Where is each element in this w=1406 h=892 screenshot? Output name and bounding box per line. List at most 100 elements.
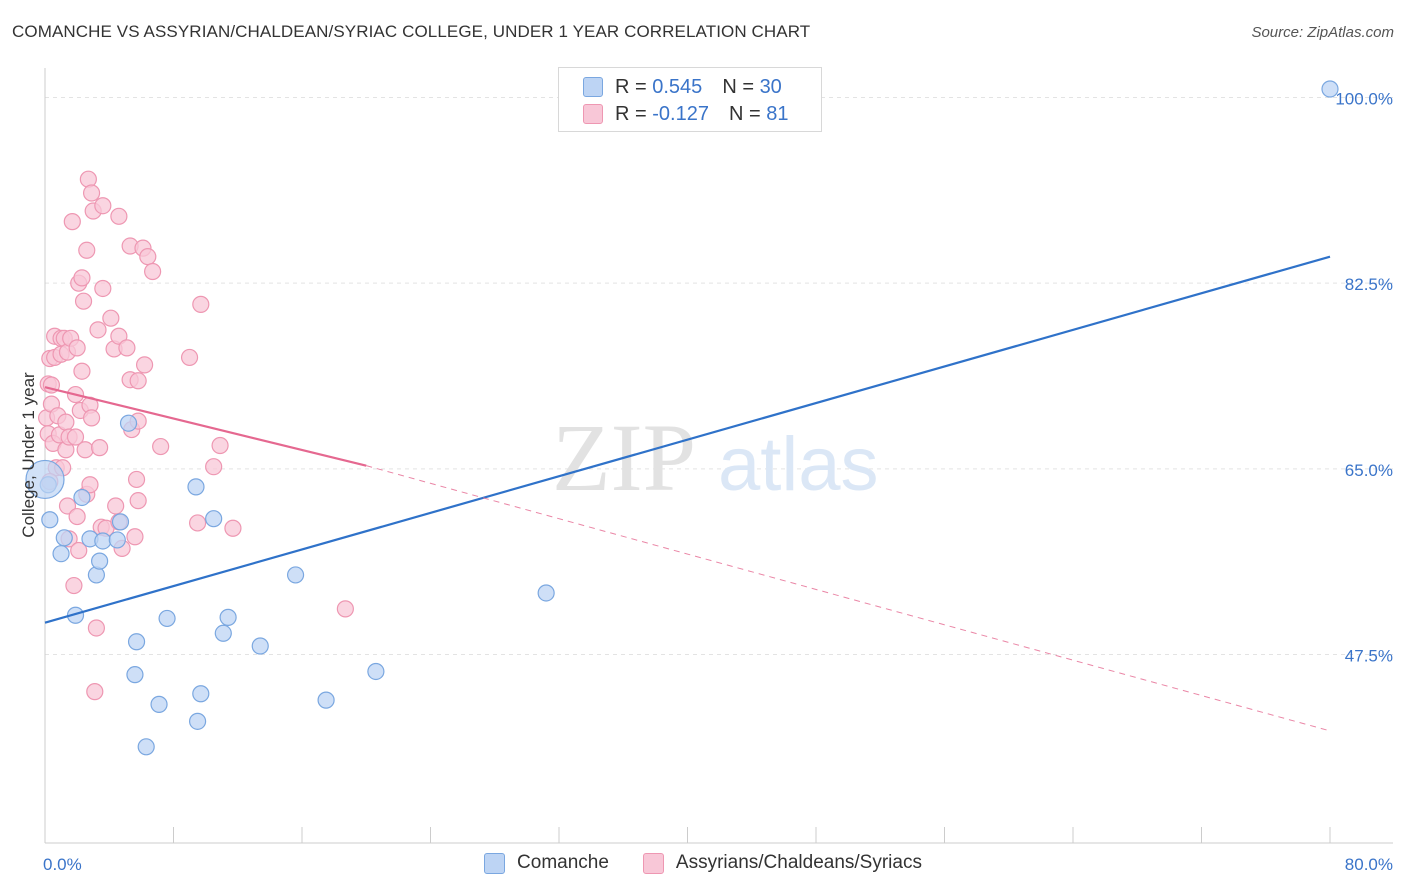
assyrians-point — [65, 576, 83, 595]
chart-title: COMANCHE VS ASSYRIAN/CHALDEAN/SYRIAC COL… — [12, 22, 811, 41]
y-tick-label: 82.5% — [1345, 275, 1393, 294]
source-label: Source: ZipAtlas.com — [1251, 24, 1394, 41]
comanche-point — [317, 691, 335, 709]
correlation-legend: R = 0.545 N = 30 R = -0.127 N = 81 — [558, 67, 822, 132]
comanche-point — [286, 566, 305, 584]
assyrians-point — [58, 497, 77, 515]
assyrians-point — [87, 619, 106, 637]
assyrians-point — [126, 528, 144, 546]
assyrians-point — [73, 269, 91, 287]
legend-item-comanche[interactable]: Comanche — [484, 852, 609, 874]
legend-n-label: N = — [728, 102, 767, 125]
assyrians-point — [63, 213, 81, 231]
assyrians-point — [102, 309, 120, 327]
y-tick-label: 65.0% — [1345, 461, 1393, 480]
assyrians-point — [66, 428, 85, 446]
assyrians-point — [94, 279, 112, 298]
comanche-point — [126, 666, 144, 684]
comanche-point — [91, 552, 109, 570]
assyrians-point — [91, 439, 109, 457]
assyrians-point — [127, 470, 146, 489]
comanche-point — [108, 531, 126, 549]
assyrians-point — [82, 409, 101, 427]
assyrians-point — [211, 436, 229, 455]
watermark: ZIP atlas — [552, 404, 879, 511]
assyrians-point — [76, 441, 94, 459]
legend-r-label: R = — [615, 102, 653, 125]
y-tick-label: 100.0% — [1335, 90, 1393, 109]
assyrians-point — [81, 476, 99, 494]
legend-swatch-blue — [484, 852, 506, 874]
comanche-point — [137, 738, 155, 756]
series-comanche-points — [25, 80, 1339, 756]
comanche-point — [188, 712, 207, 730]
x-tick-label: 0.0% — [43, 855, 82, 874]
assyrians-point — [129, 372, 147, 390]
comanche-point — [251, 637, 269, 655]
assyrians-point — [70, 541, 88, 560]
assyrians-point — [107, 497, 125, 515]
assyrians-point — [74, 292, 93, 310]
x-tick-label: 80.0% — [1345, 855, 1393, 874]
assyrians-point — [94, 197, 112, 215]
y-tick-label: 47.5% — [1345, 647, 1393, 666]
assyrians-point — [180, 348, 199, 367]
legend-label-assyrians: Assyrians/Chaldeans/Syriacs — [675, 852, 922, 873]
comanche-point — [52, 545, 70, 563]
assyrians-point — [205, 458, 223, 476]
legend-row-assyrians: R = -0.127 N = 81 — [583, 101, 788, 127]
assyrians-point — [78, 241, 96, 259]
comanche-point — [1321, 80, 1339, 98]
legend-r-value: -0.127 — [652, 102, 709, 125]
legend-item-assyrians[interactable]: Assyrians/Chaldeans/Syriacs — [642, 852, 922, 874]
assyrians-point — [110, 327, 128, 345]
series-assyrians-points — [38, 170, 354, 701]
assyrians-point — [192, 295, 210, 313]
assyrians-point — [152, 437, 170, 456]
legend-row-comanche: R = 0.545 N = 30 — [583, 74, 782, 100]
comanche-point — [187, 478, 205, 496]
comanche-point — [214, 624, 232, 642]
watermark-atlas: atlas — [718, 422, 879, 507]
comanche-point — [219, 608, 237, 626]
legend-r-label: R = — [615, 75, 653, 98]
assyrians-point — [73, 362, 91, 380]
comanche-point — [73, 488, 91, 507]
assyrians-point — [118, 339, 136, 357]
assyrians-trend-line — [44, 386, 367, 467]
assyrians-point — [224, 519, 242, 537]
assyrians-point — [57, 413, 75, 431]
assyrians-point — [86, 683, 104, 701]
axes — [44, 68, 1393, 844]
legend-r-value: 0.545 — [652, 75, 703, 98]
assyrians-point — [135, 356, 154, 374]
trend-lines — [44, 255, 1331, 732]
comanche-point — [192, 685, 210, 703]
assyrians-point — [139, 248, 157, 266]
assyrians-point — [144, 262, 162, 281]
assyrians-point — [188, 514, 207, 532]
comanche-point — [55, 529, 73, 547]
comanche-point — [94, 532, 112, 550]
legend-n-label: N = — [722, 75, 760, 98]
comanche-trend-line — [44, 255, 1331, 624]
y-axis-title: College, Under 1 year — [19, 372, 38, 538]
assyrians-point — [129, 492, 147, 510]
assyrians-trend-extension — [366, 465, 1331, 732]
legend-n-value: 30 — [759, 75, 782, 98]
assyrians-point — [336, 600, 354, 618]
comanche-cluster-point — [25, 459, 65, 500]
legend-label-comanche: Comanche — [517, 852, 609, 873]
comanche-point — [111, 513, 130, 531]
legend-swatch-pink — [642, 852, 664, 874]
comanche-point — [367, 662, 385, 681]
legend-swatch-blue — [583, 77, 603, 97]
assyrians-point — [89, 321, 107, 339]
axis-labels: 47.5% 65.0% 82.5% 100.0% 0.0% 80.0% — [43, 90, 1393, 875]
grid-lines — [45, 97, 1393, 655]
comanche-point — [537, 584, 555, 602]
comanche-point — [127, 633, 146, 651]
comanche-point — [119, 414, 138, 432]
assyrians-point — [68, 339, 86, 357]
